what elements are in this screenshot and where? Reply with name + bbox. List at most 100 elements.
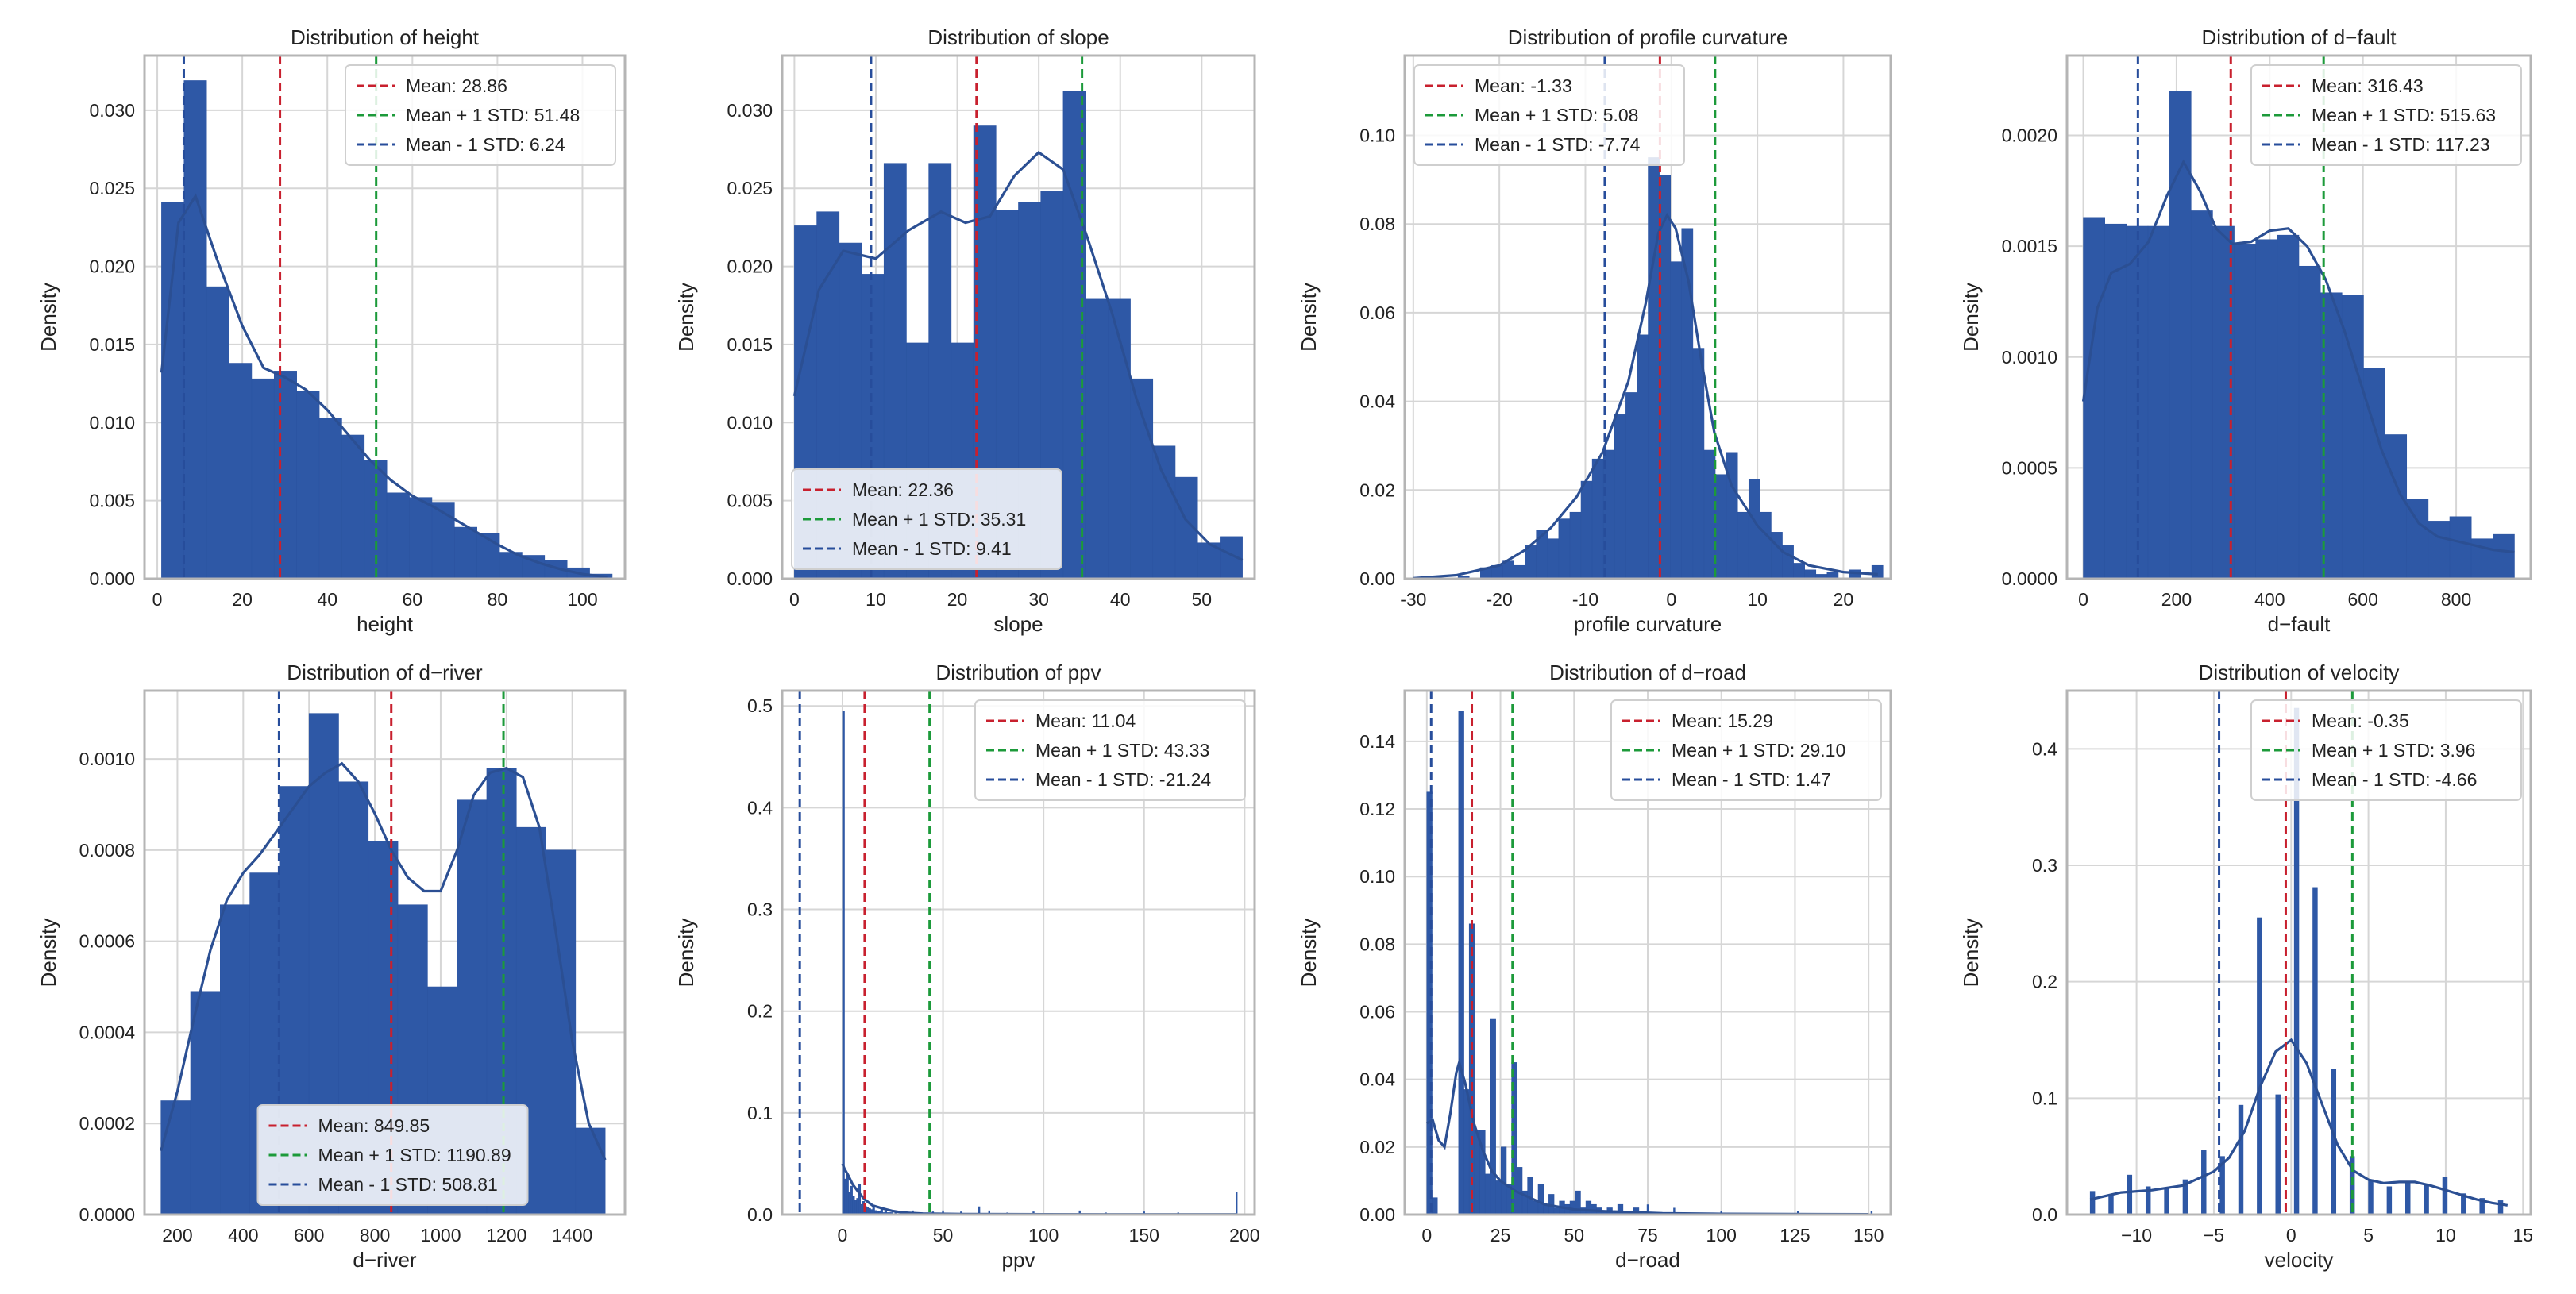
x-tick-label: −10 [2121, 1225, 2152, 1246]
histogram-bar [1646, 1204, 1649, 1215]
axes-frame [1403, 54, 1892, 580]
x-tick-label: 5 [2363, 1225, 2374, 1246]
histogram-bar [1525, 545, 1537, 579]
y-tick-label: 0.0000 [2002, 568, 2057, 589]
x-tick-label: 75 [1637, 1225, 1658, 1246]
y-tick-label: 0.0015 [2002, 236, 2057, 256]
y-tick-label: 0.0006 [79, 931, 135, 952]
axes-frame [1403, 689, 1892, 1216]
histogram-bar [846, 1173, 849, 1215]
x-tick-label: 20 [1834, 589, 1854, 610]
histogram-bar [431, 502, 455, 579]
x-tick-label: -10 [1572, 589, 1598, 610]
histogram-bar [2108, 1196, 2114, 1215]
x-tick-label: 25 [1490, 1225, 1511, 1246]
chart-panel-8: −10 −5 0 5 10 15 0.0 0.1 0.2 0.3 0.4 Distribution o… [1959, 660, 2533, 1272]
x-tick-label: 40 [1110, 589, 1131, 610]
x-tick-label: 100 [1028, 1225, 1059, 1246]
histogram-bar [858, 1184, 862, 1215]
y-tick-label: 0.005 [727, 491, 773, 511]
x-tick-label: -30 [1400, 589, 1426, 610]
x-axis-label: d−river [353, 1248, 417, 1272]
histogram-bar [1703, 449, 1716, 579]
x-tick-label: 0 [1666, 589, 1676, 610]
legend-mean-entry: Mean: -1.33 [1475, 75, 1572, 96]
kde-curve [2089, 1038, 2509, 1207]
x-axis-label: slope [993, 612, 1043, 636]
legend-plus-std-entry: Mean + 1 STD: 29.10 [1672, 740, 1845, 761]
histogram-bar [296, 391, 320, 579]
histogram-bar [1130, 378, 1154, 579]
y-tick-label: 0.02 [1359, 1137, 1395, 1157]
histogram-bar [1537, 1184, 1544, 1215]
histogram-bar [1714, 474, 1727, 579]
chart-panel-1: 0 20 40 60 80 100 0.000 0.005 0.010 0.015 0.020 0.0… [37, 25, 627, 636]
histogram-bar [1533, 1200, 1539, 1215]
y-tick-label: 0.02 [1359, 479, 1395, 500]
histogram-bar [1547, 538, 1560, 579]
x-tick-label: 80 [488, 589, 508, 610]
legend-plus-std-entry: Mean + 1 STD: 515.63 [2312, 105, 2496, 125]
legend-minus-std-entry: Mean - 1 STD: 6.24 [406, 134, 565, 155]
histogram-bar [978, 1206, 981, 1215]
y-tick-label: 0.10 [1359, 866, 1395, 887]
y-tick-label: 0.08 [1359, 214, 1395, 234]
histogram-bar [2104, 223, 2127, 579]
histogram-bar [1614, 414, 1626, 579]
kde-curve [792, 150, 1244, 561]
kde-curve [2081, 159, 2515, 554]
y-tick-label: 0.4 [2032, 738, 2057, 759]
legend-box [256, 1104, 529, 1206]
y-tick-label: 0.0 [2032, 1204, 2057, 1225]
histogram-bar [1648, 157, 1660, 579]
histogram-bar [1495, 1180, 1502, 1215]
y-tick-label: 0.0000 [79, 1204, 135, 1225]
y-axis-label: Density [674, 283, 698, 352]
histogram-bar [856, 1198, 859, 1215]
histogram-bar [1673, 1207, 1676, 1215]
kde-curve [160, 761, 607, 1161]
histogram-bar [860, 1203, 863, 1215]
axes-frame [781, 54, 1256, 580]
legend-minus-std-entry: Mean - 1 STD: 9.41 [852, 538, 1012, 559]
histogram-bar [1625, 392, 1637, 579]
legend: Mean: -0.35 Mean + 1 STD: 3.96 Mean - 1 ST… [2250, 699, 2522, 801]
histogram-bar [2405, 1181, 2411, 1215]
y-tick-label: 0.0004 [79, 1022, 136, 1042]
histogram-bar [850, 1185, 853, 1215]
histogram-bar [1771, 532, 1783, 579]
histogram-bar [454, 526, 477, 579]
histogram-bar [2182, 1179, 2188, 1215]
histogram-bar [842, 711, 845, 1215]
legend: Mean: 22.36 Mean + 1 STD: 35.31 Mean - 1 S… [791, 468, 1062, 570]
histogram-bar [2190, 210, 2213, 579]
legend: Mean: 11.04 Mean + 1 STD: 43.33 Mean - 1 S… [974, 699, 1246, 801]
histogram-bar [206, 286, 229, 579]
x-tick-label: 800 [2441, 589, 2471, 610]
y-tick-label: 0.010 [727, 412, 773, 433]
x-tick-label: 100 [1706, 1225, 1737, 1246]
histogram-bar [2201, 1150, 2207, 1215]
x-tick-label: 600 [294, 1225, 324, 1246]
x-tick-label: 10 [1747, 589, 1768, 610]
histogram-bar [2442, 1177, 2448, 1215]
y-axis-label: Density [37, 283, 60, 352]
histogram-bar [575, 1127, 606, 1215]
histogram-bar [2341, 295, 2364, 579]
histogram-bar [1085, 298, 1109, 579]
histogram-bar [160, 1100, 191, 1215]
x-tick-label: 20 [232, 589, 253, 610]
histogram-bar [1152, 445, 1176, 579]
histogram-bars [2089, 707, 2504, 1215]
legend-plus-std-entry: Mean + 1 STD: 5.08 [1475, 105, 1638, 125]
histogram-bar [183, 80, 207, 579]
x-tick-label: 10 [2435, 1225, 2456, 1246]
x-tick-label: 50 [1192, 589, 1213, 610]
x-tick-label: 15 [2512, 1225, 2533, 1246]
histogram-bar [942, 1210, 944, 1215]
chart-panel-6: 0 50 100 150 200 0.0 0.1 0.2 0.3 0.4 0.5 Distributi… [674, 660, 1260, 1272]
x-tick-label: 1200 [486, 1225, 526, 1246]
x-axis-label: ppv [1002, 1248, 1035, 1272]
y-tick-label: 0.0010 [79, 749, 135, 769]
kde-curve [1413, 212, 1878, 579]
